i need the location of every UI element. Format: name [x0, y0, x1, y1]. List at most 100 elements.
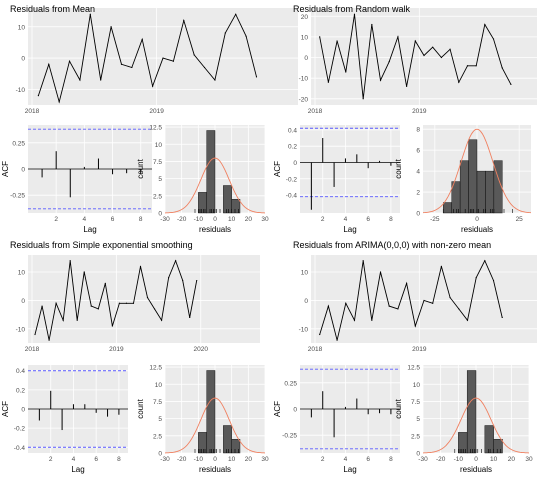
residual-point	[379, 79, 382, 81]
y-tick-label: 0	[158, 211, 162, 218]
x-tick-label: 2020	[193, 346, 208, 353]
residual-point	[118, 302, 120, 304]
residual-point	[48, 339, 50, 341]
residual-point	[510, 83, 512, 85]
y-tick-label: 10	[413, 382, 421, 389]
residual-point	[182, 279, 184, 282]
histogram-bar	[493, 160, 503, 214]
residual-point	[89, 13, 91, 15]
residual-point	[203, 66, 206, 69]
x-tick-label: -20	[436, 456, 446, 463]
y-tick-label: 2.5	[153, 193, 162, 200]
histogram-bar	[468, 139, 478, 214]
y-axis-label: count	[136, 158, 145, 178]
residual-point	[432, 46, 434, 48]
x-tick-label: 8	[389, 216, 393, 223]
residual-point	[152, 85, 154, 87]
y-tick-label: -0.4	[286, 193, 298, 200]
histogram-bar	[466, 370, 477, 454]
y-tick-label: 5	[158, 176, 162, 183]
residual-point	[353, 13, 356, 15]
residual-point	[79, 79, 81, 81]
x-tick-label: 10	[490, 456, 498, 463]
residual-point	[336, 339, 338, 341]
x-tick-label: 0	[213, 456, 217, 463]
y-tick-label: 0	[293, 407, 297, 414]
x-axis-label: Lag	[71, 465, 84, 474]
x-tick-label: 4	[344, 456, 348, 463]
histogram-bar	[198, 432, 207, 454]
y-tick-label: 0	[21, 56, 25, 63]
x-tick-label: 10	[228, 216, 236, 223]
x-axis-label: residuals	[461, 225, 493, 234]
y-tick-label: 0	[304, 298, 308, 305]
residual-point	[172, 60, 174, 62]
residual-point	[175, 260, 177, 262]
y-tick-label: 0.25	[284, 380, 297, 387]
histogram-bar	[458, 432, 468, 454]
residual-point	[379, 271, 382, 273]
y-tick-label: -0.2	[14, 426, 26, 433]
residual-point	[120, 63, 123, 65]
x-tick-label: 2019	[109, 346, 124, 353]
residual-point	[146, 296, 149, 299]
residual-point	[41, 305, 43, 307]
y-tick-label: 0.25	[12, 140, 25, 147]
residual-point	[388, 305, 390, 307]
residual-point	[484, 260, 486, 262]
x-tick-label: 30	[525, 456, 533, 463]
x-tick-label: 0	[474, 456, 478, 463]
x-tick-label: 30	[261, 456, 269, 463]
residual-point	[132, 302, 135, 304]
y-axis-label: ACF	[273, 161, 282, 177]
residual-point	[162, 57, 164, 59]
y-tick-label: 0	[21, 298, 25, 305]
histogram-bar	[231, 199, 241, 214]
residual-point	[432, 302, 434, 304]
y-tick-label: 0	[416, 211, 420, 218]
residual-point	[125, 302, 128, 304]
y-axis-label: count	[394, 398, 403, 418]
residual-point	[345, 302, 347, 304]
x-tick-label: 4	[72, 456, 76, 463]
residual-point	[111, 325, 113, 327]
y-tick-label: 10	[301, 34, 309, 41]
residual-point	[458, 308, 460, 310]
x-tick-label: 8	[117, 456, 121, 463]
y-tick-label: 0.4	[288, 127, 297, 134]
x-tick-label: 6	[94, 456, 98, 463]
residual-point	[104, 282, 106, 284]
y-tick-label: 5	[158, 416, 162, 423]
histogram-bar	[206, 130, 216, 214]
y-axis-label: count	[136, 398, 145, 418]
residual-point	[62, 319, 64, 321]
y-tick-label: -0.25	[10, 193, 25, 200]
panel-background	[311, 8, 537, 105]
residual-point	[55, 302, 57, 304]
y-tick-label: 2	[416, 190, 420, 197]
residual-point	[353, 319, 356, 321]
x-tick-label: 4	[344, 216, 348, 223]
y-tick-label: 0	[21, 167, 25, 174]
residual-point	[475, 277, 477, 279]
y-tick-label: 0	[304, 55, 308, 62]
x-tick-label: 6	[111, 216, 115, 223]
y-tick-label: 20	[301, 14, 309, 21]
x-tick-label: -10	[454, 456, 464, 463]
histogram-bar	[206, 370, 216, 454]
y-tick-label: 5	[416, 416, 420, 423]
y-tick-label: 7.5	[153, 399, 162, 406]
residual-point	[48, 63, 50, 65]
y-tick-label: 10	[155, 382, 163, 389]
y-tick-label: -10	[299, 76, 309, 83]
histogram-bar	[493, 439, 503, 454]
x-tick-label: 2018	[25, 346, 40, 353]
residual-point	[440, 56, 442, 59]
y-tick-label: 2.5	[411, 433, 420, 440]
y-tick-label: 10	[18, 270, 26, 277]
residual-point	[235, 13, 237, 15]
residual-point	[466, 65, 469, 67]
y-tick-label: 10	[301, 270, 309, 277]
x-tick-label: -20	[177, 216, 187, 223]
